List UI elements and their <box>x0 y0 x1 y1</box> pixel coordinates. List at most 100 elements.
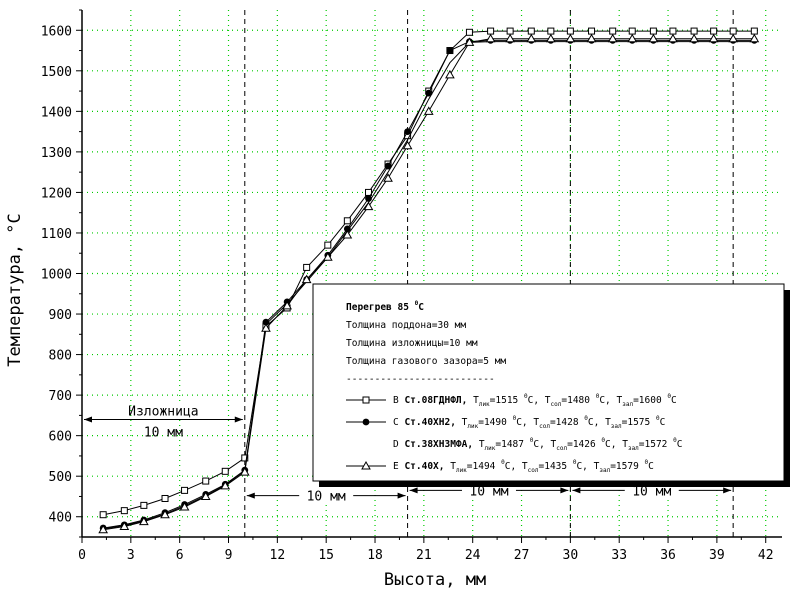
series-point-triangle <box>689 33 699 43</box>
y-tick-label: 900 <box>49 308 72 323</box>
x-tick-label: 30 <box>563 548 579 563</box>
legend-text-part: 0 <box>513 415 517 422</box>
legend-text-part: 0 <box>573 459 577 466</box>
legend-text-part: =1579 <box>610 461 644 472</box>
legend-text-part: B <box>393 395 404 406</box>
x-tick-label: 36 <box>660 548 676 563</box>
series-point-triangle <box>282 300 292 310</box>
legend-text-part: сол <box>539 423 550 430</box>
legend: Перегрев 85 0С Толщина поддона=30 мм Толщи… <box>312 283 790 487</box>
legend-text-part: Ст.40Х, <box>404 461 450 472</box>
series-point-triangle <box>708 33 719 43</box>
legend-text-part: зал <box>628 445 639 452</box>
series-point-square <box>750 27 758 35</box>
y-tick-label: 500 <box>49 470 72 485</box>
series-point-square <box>324 241 332 249</box>
legend-text-part: Ст.38ХН3МФА, <box>404 439 478 450</box>
legend-text-part: =1428 <box>550 417 584 428</box>
dimension-arrow-left <box>246 492 255 499</box>
series-point-square <box>547 27 555 35</box>
legend-text-part: T <box>551 439 557 450</box>
legend-text-part: лик <box>456 467 467 474</box>
legend-text-part: С <box>660 417 666 428</box>
legend-text-part: T <box>605 417 611 428</box>
legend-text-part: Ст.40ХН2, <box>404 417 461 428</box>
legend-text-part: T <box>617 395 623 406</box>
y-tick-label: 800 <box>49 349 72 364</box>
series-point-square <box>669 27 677 35</box>
legend-text-part: 0 <box>656 415 660 422</box>
y-tick-label: 1300 <box>41 146 72 161</box>
legend-text-part: =1494 <box>467 461 501 472</box>
dimension-arrow-right <box>397 492 406 499</box>
series-point-triangle <box>526 33 537 43</box>
series-point-triangle <box>261 323 271 332</box>
series-point-square <box>628 27 636 35</box>
x-tick-label: 18 <box>367 548 383 563</box>
legend-info-line: Толщина изложницы=10 мм <box>346 338 478 349</box>
legend-text-part: лик <box>479 401 490 408</box>
legend-text-part: =1600 <box>633 395 667 406</box>
series-point-square <box>527 27 535 35</box>
legend-info-line: Толщина газового зазора=5 мм <box>346 356 506 367</box>
x-tick-label: 0 <box>78 548 86 563</box>
dimension-arrow-left <box>84 416 92 423</box>
series-line <box>103 41 755 530</box>
series-point-triangle <box>648 33 659 43</box>
legend-text-part: 0 <box>673 437 677 444</box>
series-point-square <box>649 27 657 35</box>
legend-text-part: С <box>418 302 424 313</box>
legend-text-part: =1480 <box>561 395 595 406</box>
x-tick-label: 27 <box>514 548 530 563</box>
x-axis-ticks: 0 3 6 9 12 15 18 21 24 27 30 33 36 39 42 <box>78 537 774 563</box>
legend-text-part: С, <box>605 439 622 450</box>
series-point-triangle <box>301 274 312 284</box>
legend-text-part: 0 <box>596 393 600 400</box>
legend-text-part: сол <box>556 445 567 452</box>
series-point-square <box>140 501 148 509</box>
legend-title: Перегрев 85 0С <box>346 300 424 313</box>
series-point-triangle <box>485 33 496 43</box>
dimension-arrow-right <box>234 416 243 423</box>
dimension-label: 10 мм <box>307 490 346 505</box>
series-point-circle <box>262 318 270 326</box>
dimension-label: 10 мм <box>144 425 183 440</box>
legend-text-part: С <box>648 461 654 472</box>
y-tick-label: 1400 <box>41 105 72 120</box>
legend-text-part: Ст.08ГДНФЛ, <box>404 395 473 406</box>
legend-text-part: Толщина поддона=30 мм <box>346 320 466 331</box>
series-point-square <box>729 27 737 35</box>
legend-text-part: С, <box>599 395 616 406</box>
series-point-triangle <box>160 509 170 519</box>
x-tick-label: 24 <box>465 548 481 563</box>
x-tick-label: 33 <box>611 548 627 563</box>
legend-text-part: -------------------------- <box>346 374 495 385</box>
series-point-triangle <box>607 33 618 43</box>
legend-text-part: 0 <box>501 459 505 466</box>
legend-text-part: T <box>545 395 551 406</box>
series-point-triangle <box>138 516 149 526</box>
series-point-square <box>99 511 107 519</box>
legend-text-part: =1487 <box>495 439 529 450</box>
series-E <box>98 33 760 534</box>
legend-box <box>312 283 785 482</box>
series-point-triangle <box>445 69 455 79</box>
legend-text-part: T <box>479 439 485 450</box>
legend-text-part: T <box>473 395 479 406</box>
series-point-triangle <box>363 201 374 211</box>
series-point-triangle <box>239 467 250 476</box>
series-point-triangle <box>322 252 333 261</box>
x-tick-label: 9 <box>225 548 233 563</box>
series-point-triangle <box>383 173 393 182</box>
legend-text-part: сол <box>528 467 539 474</box>
zone-boundary-lines <box>244 10 734 537</box>
y-axis-ticks: 400 500 600 700 800 900 1000 1100 1200 1300 1400 15… <box>41 9 82 538</box>
series-point-square <box>221 467 229 475</box>
x-tick-label: 42 <box>758 548 774 563</box>
series-point-triangle <box>361 460 371 470</box>
series-D <box>103 41 755 530</box>
legend-text-part: =1575 <box>622 417 656 428</box>
series-point-triangle <box>342 229 353 239</box>
legend-entry-B: B Ст.08ГДНФЛ, Tлик=1515 0С, Tсол=1480 0С… <box>393 393 677 408</box>
series-point-triangle <box>545 33 556 43</box>
